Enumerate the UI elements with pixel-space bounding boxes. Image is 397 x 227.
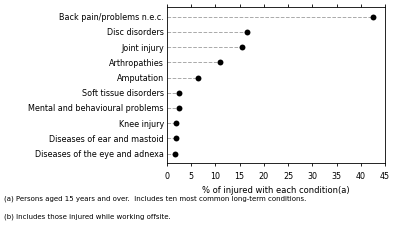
- Point: [173, 121, 179, 125]
- Text: (a) Persons aged 15 years and over.  Includes ten most common long-term conditio: (a) Persons aged 15 years and over. Incl…: [4, 195, 306, 202]
- Point: [195, 76, 201, 79]
- Point: [172, 152, 179, 155]
- Point: [217, 61, 223, 64]
- Point: [370, 15, 376, 19]
- X-axis label: % of injured with each condition(a): % of injured with each condition(a): [202, 186, 350, 195]
- Point: [173, 136, 179, 140]
- Text: (b) Includes those injured while working offsite.: (b) Includes those injured while working…: [4, 213, 171, 220]
- Point: [239, 45, 245, 49]
- Point: [176, 106, 182, 110]
- Point: [176, 91, 182, 94]
- Point: [244, 30, 250, 34]
